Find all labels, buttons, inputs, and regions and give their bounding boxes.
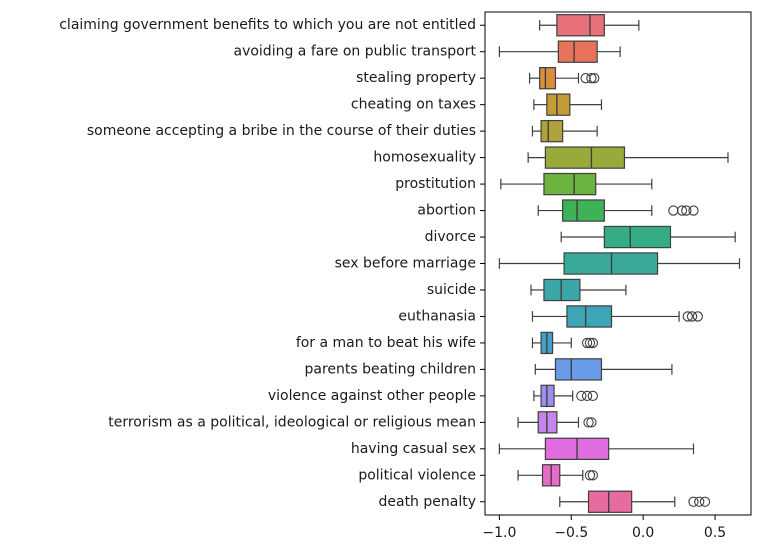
iqr-box (562, 199, 605, 222)
box-group (517, 411, 597, 434)
outlier-point (586, 417, 597, 428)
box-group (559, 490, 711, 513)
outlier-point (688, 496, 699, 507)
box-group (560, 225, 736, 249)
iqr-box (603, 225, 672, 249)
iqr-box (546, 93, 571, 116)
iqr-box (543, 278, 581, 302)
plot-area: claiming government benefits to which yo… (59, 11, 752, 541)
outlier-point (686, 311, 698, 322)
box-group (528, 66, 600, 90)
x-tick-label: −1.0 (482, 525, 516, 541)
y-tick-label: homosexuality (373, 150, 476, 166)
y-tick-label: divorce (425, 229, 476, 245)
x-tick-label: −0.5 (554, 525, 588, 541)
outlier-point (586, 73, 597, 84)
box-group (530, 278, 627, 302)
box-group (531, 331, 598, 355)
y-tick-label: prostitution (395, 176, 476, 192)
y-tick-label: terrorism as a political, ideological or… (108, 414, 476, 430)
y-tick-label: avoiding a fare on public transport (233, 44, 476, 60)
box-group (498, 40, 621, 63)
y-tick-label: euthanasia (398, 308, 476, 324)
y-tick-label: violence against other people (268, 388, 476, 404)
iqr-box (543, 172, 597, 196)
y-tick-label: abortion (417, 203, 476, 219)
outlier-point (583, 417, 594, 428)
iqr-box (539, 66, 557, 90)
iqr-box (556, 14, 605, 37)
y-tick-label: political violence (358, 467, 476, 483)
box-group (534, 358, 673, 381)
iqr-box (544, 146, 626, 169)
outlier-point (681, 205, 692, 216)
y-tick-label: sex before marriage (335, 256, 476, 272)
outlier-point (587, 470, 598, 481)
box-group (537, 199, 699, 222)
y-tick-label: suicide (427, 282, 476, 298)
outlier-point (587, 337, 598, 349)
iqr-box (587, 490, 633, 513)
iqr-box (566, 305, 613, 328)
y-tick-label: death penalty (378, 494, 476, 510)
y-tick-label: stealing property (356, 70, 476, 86)
outlier-point (584, 337, 596, 349)
plot-frame (484, 11, 752, 516)
outlier-point (699, 496, 711, 507)
outlier-point (581, 337, 593, 349)
outlier-point (581, 390, 593, 402)
x-tick-label: 0.5 (704, 525, 726, 541)
box-group (527, 146, 729, 169)
outlier-point (694, 496, 705, 507)
outlier-point (676, 205, 688, 216)
y-tick-label: having casual sex (351, 441, 476, 457)
y-tick-label: parents beating children (305, 361, 476, 377)
outlier-point (688, 205, 699, 216)
outlier-point (584, 470, 596, 481)
box-group (533, 384, 598, 408)
box-group (498, 252, 741, 275)
outlier-point (589, 73, 600, 84)
iqr-box (540, 384, 555, 408)
outlier-point (587, 390, 598, 402)
outlier-point (682, 311, 693, 322)
box-group (539, 14, 640, 37)
y-tick-label: someone accepting a bribe in the course … (87, 123, 476, 139)
x-tick-label: 0.0 (632, 525, 654, 541)
iqr-box (537, 411, 558, 434)
box-group (533, 93, 603, 116)
y-tick-label: claiming government benefits to which yo… (59, 17, 476, 33)
outlier-point (692, 311, 703, 322)
iqr-box (554, 358, 603, 381)
y-tick-label: cheating on taxes (351, 97, 476, 113)
box-group (517, 464, 598, 487)
outlier-point (668, 205, 679, 216)
outlier-point (576, 390, 587, 402)
iqr-box (557, 40, 598, 63)
box-group (531, 305, 703, 328)
iqr-box (540, 119, 564, 143)
box-group (500, 172, 653, 196)
y-tick-label: for a man to beat his wife (296, 335, 476, 351)
iqr-box (563, 252, 659, 275)
box-group (531, 119, 598, 143)
outlier-point (580, 73, 591, 84)
box-group (498, 437, 695, 461)
